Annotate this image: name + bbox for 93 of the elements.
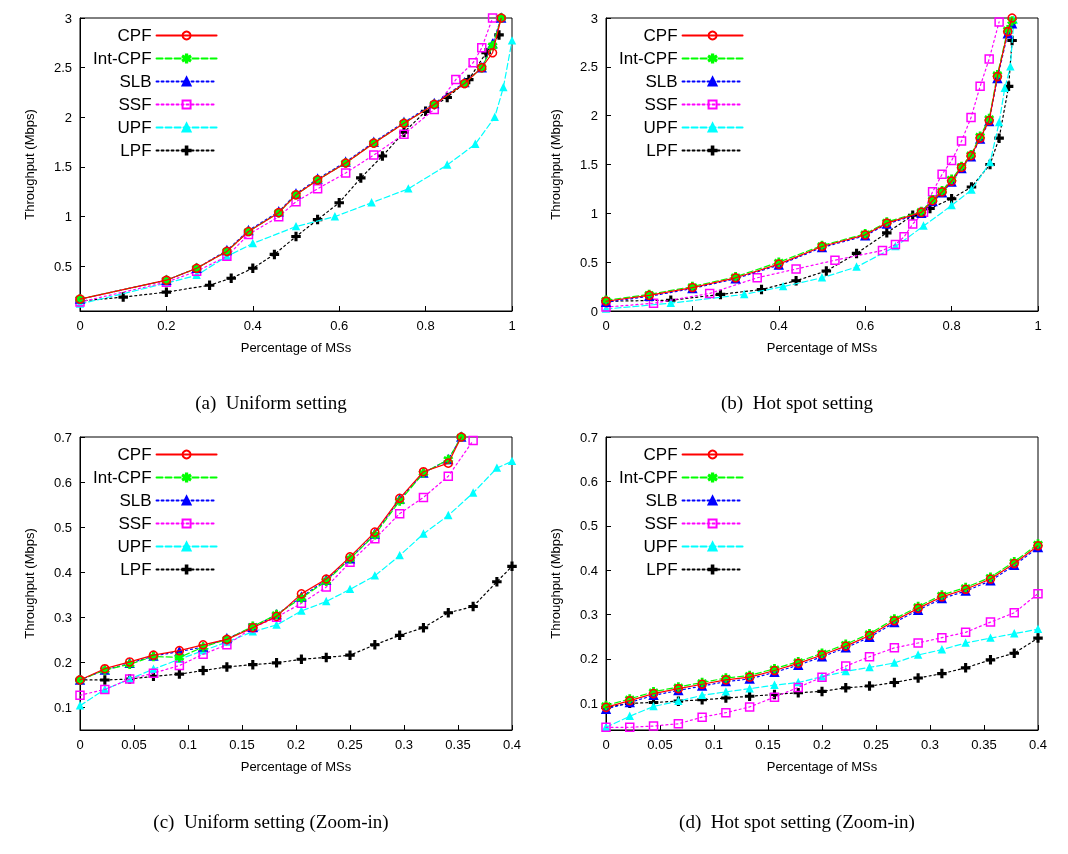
y-axis-title: Throughput (Mbps) <box>548 528 563 639</box>
y-tick-label: 0.3 <box>53 609 72 625</box>
x-tick-label: 0.2 <box>812 737 832 752</box>
x-tick-label: 0.15 <box>755 737 781 752</box>
x-axis-title: Percentage of MSs <box>240 340 352 355</box>
x-axis-title: Percentage of MSs <box>240 759 352 774</box>
y-tick-label: 1 <box>64 209 72 225</box>
x-axis-title: Percentage of MSs <box>766 340 878 355</box>
y-tick-label: 3 <box>64 10 72 26</box>
x-tick-label: 0.25 <box>863 737 889 752</box>
x-tick-label: 0.6 <box>856 318 875 333</box>
y-tick-label: 0.1 <box>53 699 72 715</box>
legend-label: SSF <box>644 514 678 533</box>
x-tick-label: 0 <box>76 737 84 752</box>
x-tick-label: 0.2 <box>157 318 176 333</box>
legend-label: Int-CPF <box>93 468 152 487</box>
y-tick-label: 0.2 <box>53 654 72 670</box>
x-tick-label: 0.4 <box>502 737 522 752</box>
legend-label: SLB <box>119 72 152 91</box>
y-tick-label: 0 <box>590 303 598 319</box>
x-tick-label: 1 <box>1034 318 1042 333</box>
y-tick-label: 0.7 <box>579 429 598 445</box>
y-tick-label: 0.4 <box>53 564 72 580</box>
x-tick-label: 0.2 <box>286 737 306 752</box>
legend-label: CPF <box>117 445 152 464</box>
y-axis-title: Throughput (Mbps) <box>22 109 37 220</box>
y-tick-label: 2.5 <box>53 60 72 76</box>
x-tick-label: 0.6 <box>330 318 349 333</box>
text: (d) Hot spot setting (Zoom-in) <box>679 811 915 833</box>
legend-label: SSF <box>118 514 152 533</box>
legend-label: SLB <box>645 72 678 91</box>
x-tick-label: 0.2 <box>683 318 702 333</box>
x-tick-label: 0 <box>76 318 84 333</box>
x-tick-label: 0 <box>602 318 610 333</box>
y-tick-label: 1 <box>590 205 598 221</box>
y-tick-label: 2.5 <box>579 59 598 75</box>
x-tick-label: 1 <box>508 318 516 333</box>
y-tick-label: 3 <box>590 10 598 26</box>
legend-label: Int-CPF <box>619 468 678 487</box>
y-tick-label: 2 <box>64 109 72 125</box>
text: (c) Uniform setting (Zoom-in) <box>153 811 389 833</box>
x-tick-label: 0.8 <box>416 318 435 333</box>
x-axis-title: Percentage of MSs <box>766 759 878 774</box>
x-tick-label: 0.8 <box>942 318 961 333</box>
x-tick-label: 0.4 <box>1028 737 1048 752</box>
x-tick-label: 0.1 <box>704 737 724 752</box>
legend-label: CPF <box>643 26 678 45</box>
y-tick-label: 2 <box>590 108 598 124</box>
x-tick-label: 0.25 <box>337 737 363 752</box>
y-axis-title: Throughput (Mbps) <box>548 109 563 220</box>
legend-label: SLB <box>645 491 678 510</box>
y-tick-label: 0.5 <box>579 518 598 534</box>
legend-label: LPF <box>646 141 678 160</box>
legend-label: Int-CPF <box>619 49 678 68</box>
legend-label: CPF <box>643 445 678 464</box>
y-tick-label: 1.5 <box>53 159 72 175</box>
x-tick-label: 0.4 <box>243 318 262 333</box>
legend-label: UPF <box>643 537 678 556</box>
y-tick-label: 0.6 <box>53 474 72 490</box>
text: (b) Hot spot setting <box>721 392 874 414</box>
y-tick-label: 0.5 <box>53 519 72 535</box>
y-tick-label: 0.2 <box>579 651 598 667</box>
legend-label: UPF <box>643 118 678 137</box>
x-tick-label: 0.3 <box>394 737 414 752</box>
legend-label: SSF <box>118 95 152 114</box>
legend-label: LPF <box>120 141 152 160</box>
legend-label: SSF <box>644 95 678 114</box>
y-tick-label: 0.6 <box>579 473 598 489</box>
legend-label: Int-CPF <box>93 49 152 68</box>
x-tick-label: 0.1 <box>178 737 198 752</box>
x-tick-label: 0.05 <box>647 737 673 752</box>
x-tick-label: 0.35 <box>971 737 997 752</box>
x-tick-label: 0.05 <box>121 737 147 752</box>
legend-label: UPF <box>117 118 152 137</box>
x-tick-label: 0.3 <box>920 737 940 752</box>
y-tick-label: 0.3 <box>579 607 598 623</box>
x-tick-label: 0 <box>602 737 610 752</box>
x-tick-label: 0.15 <box>229 737 255 752</box>
y-tick-label: 0.1 <box>579 695 598 711</box>
y-axis-title: Throughput (Mbps) <box>22 528 37 639</box>
x-tick-label: 0.4 <box>769 318 788 333</box>
y-tick-label: 0.5 <box>53 258 72 274</box>
legend-label: SLB <box>119 491 152 510</box>
text: (a) Uniform setting <box>195 392 348 414</box>
legend-label: CPF <box>117 26 152 45</box>
y-tick-label: 0.5 <box>579 254 598 270</box>
legend-label: LPF <box>120 560 152 579</box>
legend-label: UPF <box>117 537 152 556</box>
y-tick-label: 0.4 <box>579 562 598 578</box>
x-tick-label: 0.35 <box>445 737 471 752</box>
legend-label: LPF <box>646 560 678 579</box>
y-tick-label: 1.5 <box>579 157 598 172</box>
y-tick-label: 0.7 <box>53 429 72 445</box>
